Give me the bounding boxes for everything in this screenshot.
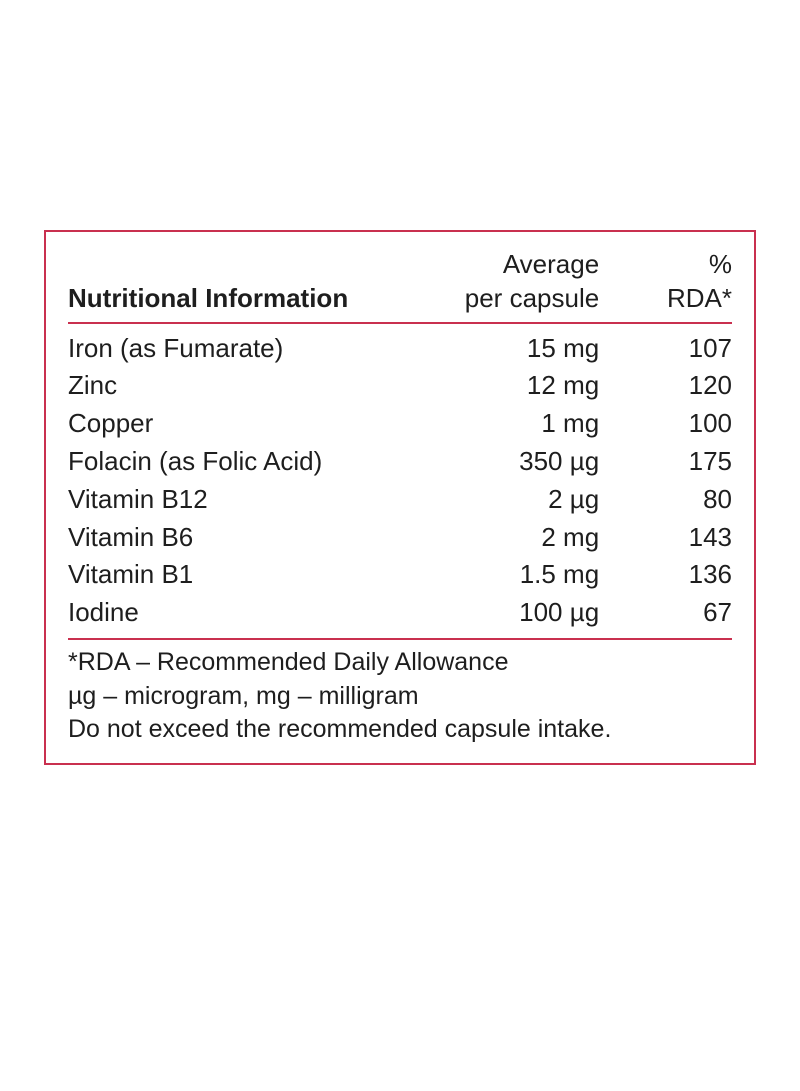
footnotes: *RDA – Recommended Daily Allowanceµg – m… bbox=[68, 638, 732, 747]
nutrition-panel: Nutritional Information Average per caps… bbox=[44, 230, 756, 765]
table-row: Vitamin B62 mg143 bbox=[68, 519, 732, 557]
nutrient-rda: 120 bbox=[599, 367, 732, 405]
nutrient-rda: 175 bbox=[599, 443, 732, 481]
header-title-text: Nutritional Information bbox=[68, 282, 400, 316]
nutrient-name: Vitamin B12 bbox=[68, 481, 400, 519]
nutrient-rda: 107 bbox=[599, 323, 732, 368]
footnote-line: *RDA – Recommended Daily Allowance bbox=[68, 646, 732, 680]
nutrient-average: 15 mg bbox=[400, 323, 599, 368]
nutrient-average: 12 mg bbox=[400, 367, 599, 405]
table-row: Zinc12 mg120 bbox=[68, 367, 732, 405]
nutrient-rda: 67 bbox=[599, 594, 732, 638]
table-header-row: Nutritional Information Average per caps… bbox=[68, 246, 732, 323]
nutrient-name: Copper bbox=[68, 405, 400, 443]
header-avg-line1: Average bbox=[400, 248, 599, 282]
nutrient-average: 1 mg bbox=[400, 405, 599, 443]
header-title: Nutritional Information bbox=[68, 246, 400, 323]
nutrient-rda: 80 bbox=[599, 481, 732, 519]
nutrient-average: 100 µg bbox=[400, 594, 599, 638]
table-row: Vitamin B122 µg80 bbox=[68, 481, 732, 519]
nutrient-name: Zinc bbox=[68, 367, 400, 405]
header-avg-line2: per capsule bbox=[400, 282, 599, 316]
nutrient-rda: 136 bbox=[599, 556, 732, 594]
nutrition-table: Nutritional Information Average per caps… bbox=[68, 246, 732, 638]
header-rda-line1: % bbox=[599, 248, 732, 282]
header-rda-line2: RDA* bbox=[599, 282, 732, 316]
nutrient-name: Iodine bbox=[68, 594, 400, 638]
table-row: Vitamin B11.5 mg136 bbox=[68, 556, 732, 594]
table-row: Iodine100 µg67 bbox=[68, 594, 732, 638]
table-body: Iron (as Fumarate)15 mg107Zinc12 mg120Co… bbox=[68, 323, 732, 638]
nutrient-name: Folacin (as Folic Acid) bbox=[68, 443, 400, 481]
nutrient-name: Vitamin B1 bbox=[68, 556, 400, 594]
header-average: Average per capsule bbox=[400, 246, 599, 323]
nutrient-average: 1.5 mg bbox=[400, 556, 599, 594]
nutrient-average: 2 mg bbox=[400, 519, 599, 557]
nutrient-average: 350 µg bbox=[400, 443, 599, 481]
nutrient-name: Vitamin B6 bbox=[68, 519, 400, 557]
nutrient-name: Iron (as Fumarate) bbox=[68, 323, 400, 368]
header-rda: % RDA* bbox=[599, 246, 732, 323]
nutrient-average: 2 µg bbox=[400, 481, 599, 519]
footnote-line: Do not exceed the recommended capsule in… bbox=[68, 713, 732, 747]
table-row: Iron (as Fumarate)15 mg107 bbox=[68, 323, 732, 368]
table-row: Copper1 mg100 bbox=[68, 405, 732, 443]
footnote-line: µg – microgram, mg – milligram bbox=[68, 680, 732, 714]
nutrient-rda: 143 bbox=[599, 519, 732, 557]
table-row: Folacin (as Folic Acid)350 µg175 bbox=[68, 443, 732, 481]
nutrient-rda: 100 bbox=[599, 405, 732, 443]
